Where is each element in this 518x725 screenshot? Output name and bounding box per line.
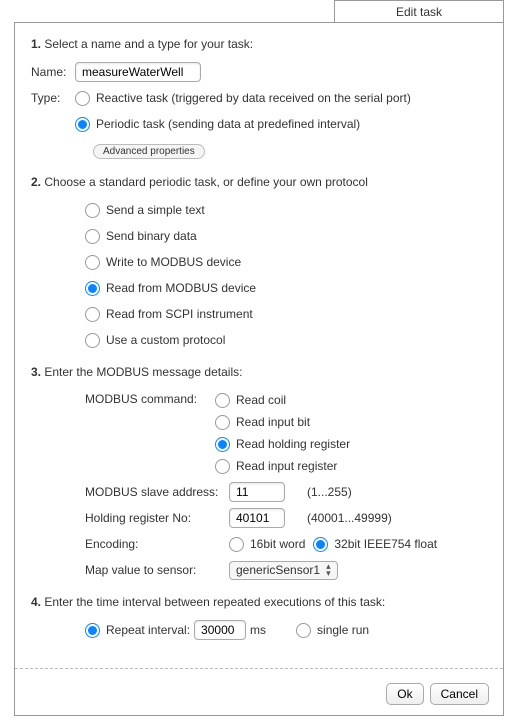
modbus-cmd-label: Read coil xyxy=(236,393,286,407)
footer-divider xyxy=(15,668,503,669)
slave-address-label: MODBUS slave address: xyxy=(85,485,229,499)
periodic-radio[interactable] xyxy=(75,117,90,132)
repeat-interval-label: Repeat interval: xyxy=(106,623,190,637)
protocol-option-radio[interactable] xyxy=(85,307,100,322)
step1-title: 1. Select a name and a type for your tas… xyxy=(31,37,487,51)
holding-register-label: Holding register No: xyxy=(85,511,229,525)
reactive-radio[interactable] xyxy=(75,91,90,106)
tab-bar: Edit task xyxy=(0,0,518,22)
advanced-properties-button[interactable]: Advanced properties xyxy=(93,144,205,159)
modbus-cmd-radio[interactable] xyxy=(215,459,230,474)
repeat-interval-radio[interactable] xyxy=(85,623,100,638)
protocol-option-label: Send binary data xyxy=(106,229,197,243)
ok-button[interactable]: Ok xyxy=(386,683,423,705)
periodic-label: Periodic task (sending data at predefine… xyxy=(96,117,360,131)
map-sensor-label: Map value to sensor: xyxy=(85,563,229,577)
holding-register-hint: (40001...49999) xyxy=(307,511,392,525)
encoding-16bit-radio[interactable] xyxy=(229,537,244,552)
protocol-option-radio[interactable] xyxy=(85,333,100,348)
encoding-32bit-label: 32bit IEEE754 float xyxy=(334,537,437,551)
cancel-button[interactable]: Cancel xyxy=(430,683,489,705)
protocol-option-label: Use a custom protocol xyxy=(106,333,225,347)
repeat-interval-unit: ms xyxy=(250,623,266,637)
modbus-cmd-label: Read input register xyxy=(236,459,337,473)
protocol-option-label: Read from MODBUS device xyxy=(106,281,256,295)
select-arrows-icon: ▴▾ xyxy=(326,563,331,577)
modbus-cmd-label: Read holding register xyxy=(236,437,350,451)
single-run-radio[interactable] xyxy=(296,623,311,638)
protocol-option-label: Send a simple text xyxy=(106,203,205,217)
step2-title: 2. Choose a standard periodic task, or d… xyxy=(31,175,487,189)
protocol-option-label: Write to MODBUS device xyxy=(106,255,241,269)
protocol-option-radio[interactable] xyxy=(85,255,100,270)
slave-address-input[interactable] xyxy=(229,482,285,502)
protocol-option-radio[interactable] xyxy=(85,229,100,244)
modbus-cmd-label: Read input bit xyxy=(236,415,310,429)
encoding-16bit-label: 16bit word xyxy=(250,537,305,551)
protocol-option-radio[interactable] xyxy=(85,203,100,218)
name-input[interactable] xyxy=(75,62,201,82)
slave-address-hint: (1...255) xyxy=(307,485,352,499)
map-sensor-value: genericSensor1 xyxy=(236,563,320,577)
dialog-panel: 1. Select a name and a type for your tas… xyxy=(14,22,504,716)
protocol-option-radio[interactable] xyxy=(85,281,100,296)
modbus-cmd-radio[interactable] xyxy=(215,393,230,408)
repeat-interval-input[interactable] xyxy=(194,620,246,640)
holding-register-input[interactable] xyxy=(229,508,285,528)
single-run-label: single run xyxy=(317,623,369,637)
modbus-command-label: MODBUS command: xyxy=(85,389,215,406)
map-sensor-select[interactable]: genericSensor1 ▴▾ xyxy=(229,561,338,580)
reactive-label: Reactive task (triggered by data receive… xyxy=(96,91,411,105)
encoding-label: Encoding: xyxy=(85,537,229,551)
modbus-cmd-radio[interactable] xyxy=(215,415,230,430)
encoding-32bit-radio[interactable] xyxy=(313,537,328,552)
protocol-option-label: Read from SCPI instrument xyxy=(106,307,253,321)
tab-edit-task[interactable]: Edit task xyxy=(334,0,504,22)
step3-title: 3. Enter the MODBUS message details: xyxy=(31,365,487,379)
step4-title: 4. Enter the time interval between repea… xyxy=(31,595,487,609)
name-label: Name: xyxy=(31,65,75,79)
modbus-cmd-radio[interactable] xyxy=(215,437,230,452)
type-label: Type: xyxy=(31,91,75,105)
